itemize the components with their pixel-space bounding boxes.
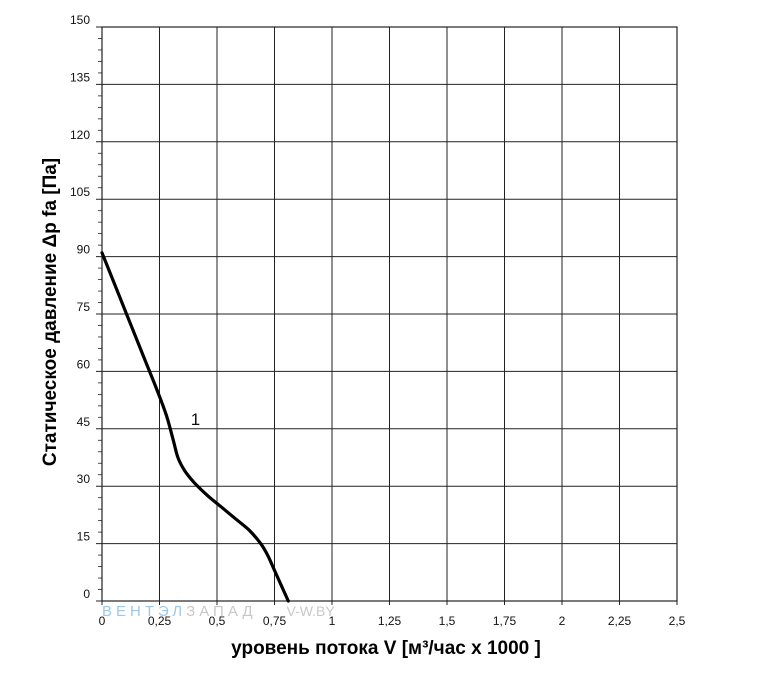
y-tick-labels: 0 15 30 45 60 75 90 105 120 135 150 bbox=[70, 13, 90, 601]
x-tick-labels: 0 0,25 0,5 0,75 1 1,25 1,5 1,75 2 2,25 2,5 bbox=[99, 614, 686, 628]
y-tick-label: 60 bbox=[77, 357, 91, 371]
series-labels: 1 bbox=[191, 410, 200, 429]
y-tick-label: 30 bbox=[77, 472, 91, 486]
x-tick-label: 1,25 bbox=[378, 614, 402, 628]
y-tick-label: 90 bbox=[77, 243, 91, 257]
x-tick-label: 0,5 bbox=[209, 614, 226, 628]
y-tick-label: 45 bbox=[77, 415, 91, 429]
x-tick-label: 1,75 bbox=[493, 614, 517, 628]
watermark-part1: ВЕНТЭЛ bbox=[102, 603, 186, 620]
series-layer bbox=[100, 251, 290, 603]
chart-grid bbox=[96, 26, 678, 605]
watermark: ВЕНТЭЛЗАПАД V-W.BY bbox=[102, 603, 335, 620]
minor-ticks bbox=[98, 38, 102, 590]
x-axis-title: уровень потока V [м³/час x 1000 ] bbox=[231, 638, 541, 659]
x-tick-label: 1,5 bbox=[439, 614, 456, 628]
x-tick-label: 1 bbox=[329, 614, 336, 628]
y-tick-label: 0 bbox=[83, 587, 90, 601]
x-tick-label: 2,25 bbox=[608, 614, 632, 628]
y-tick-label: 105 bbox=[70, 185, 90, 199]
x-tick-label: 0,25 bbox=[148, 614, 172, 628]
y-tick-label: 120 bbox=[70, 128, 90, 142]
series-line-1 bbox=[100, 251, 290, 603]
x-tick-label: 0,75 bbox=[263, 614, 287, 628]
series-label-1: 1 bbox=[191, 410, 200, 429]
watermark-part3: V-W.BY bbox=[286, 603, 335, 619]
y-tick-label: 15 bbox=[77, 530, 91, 544]
y-tick-label: 150 bbox=[70, 13, 90, 27]
y-tick-label: 75 bbox=[77, 300, 91, 314]
watermark-part2: ЗАПАД bbox=[186, 603, 256, 620]
x-tick-label: 0 bbox=[99, 614, 106, 628]
x-tick-label: 2 bbox=[559, 614, 566, 628]
y-tick-label: 135 bbox=[70, 70, 90, 84]
y-axis-title: Статическое давление Δp fa [Па] bbox=[40, 158, 61, 466]
x-tick-label: 2,5 bbox=[669, 614, 686, 628]
